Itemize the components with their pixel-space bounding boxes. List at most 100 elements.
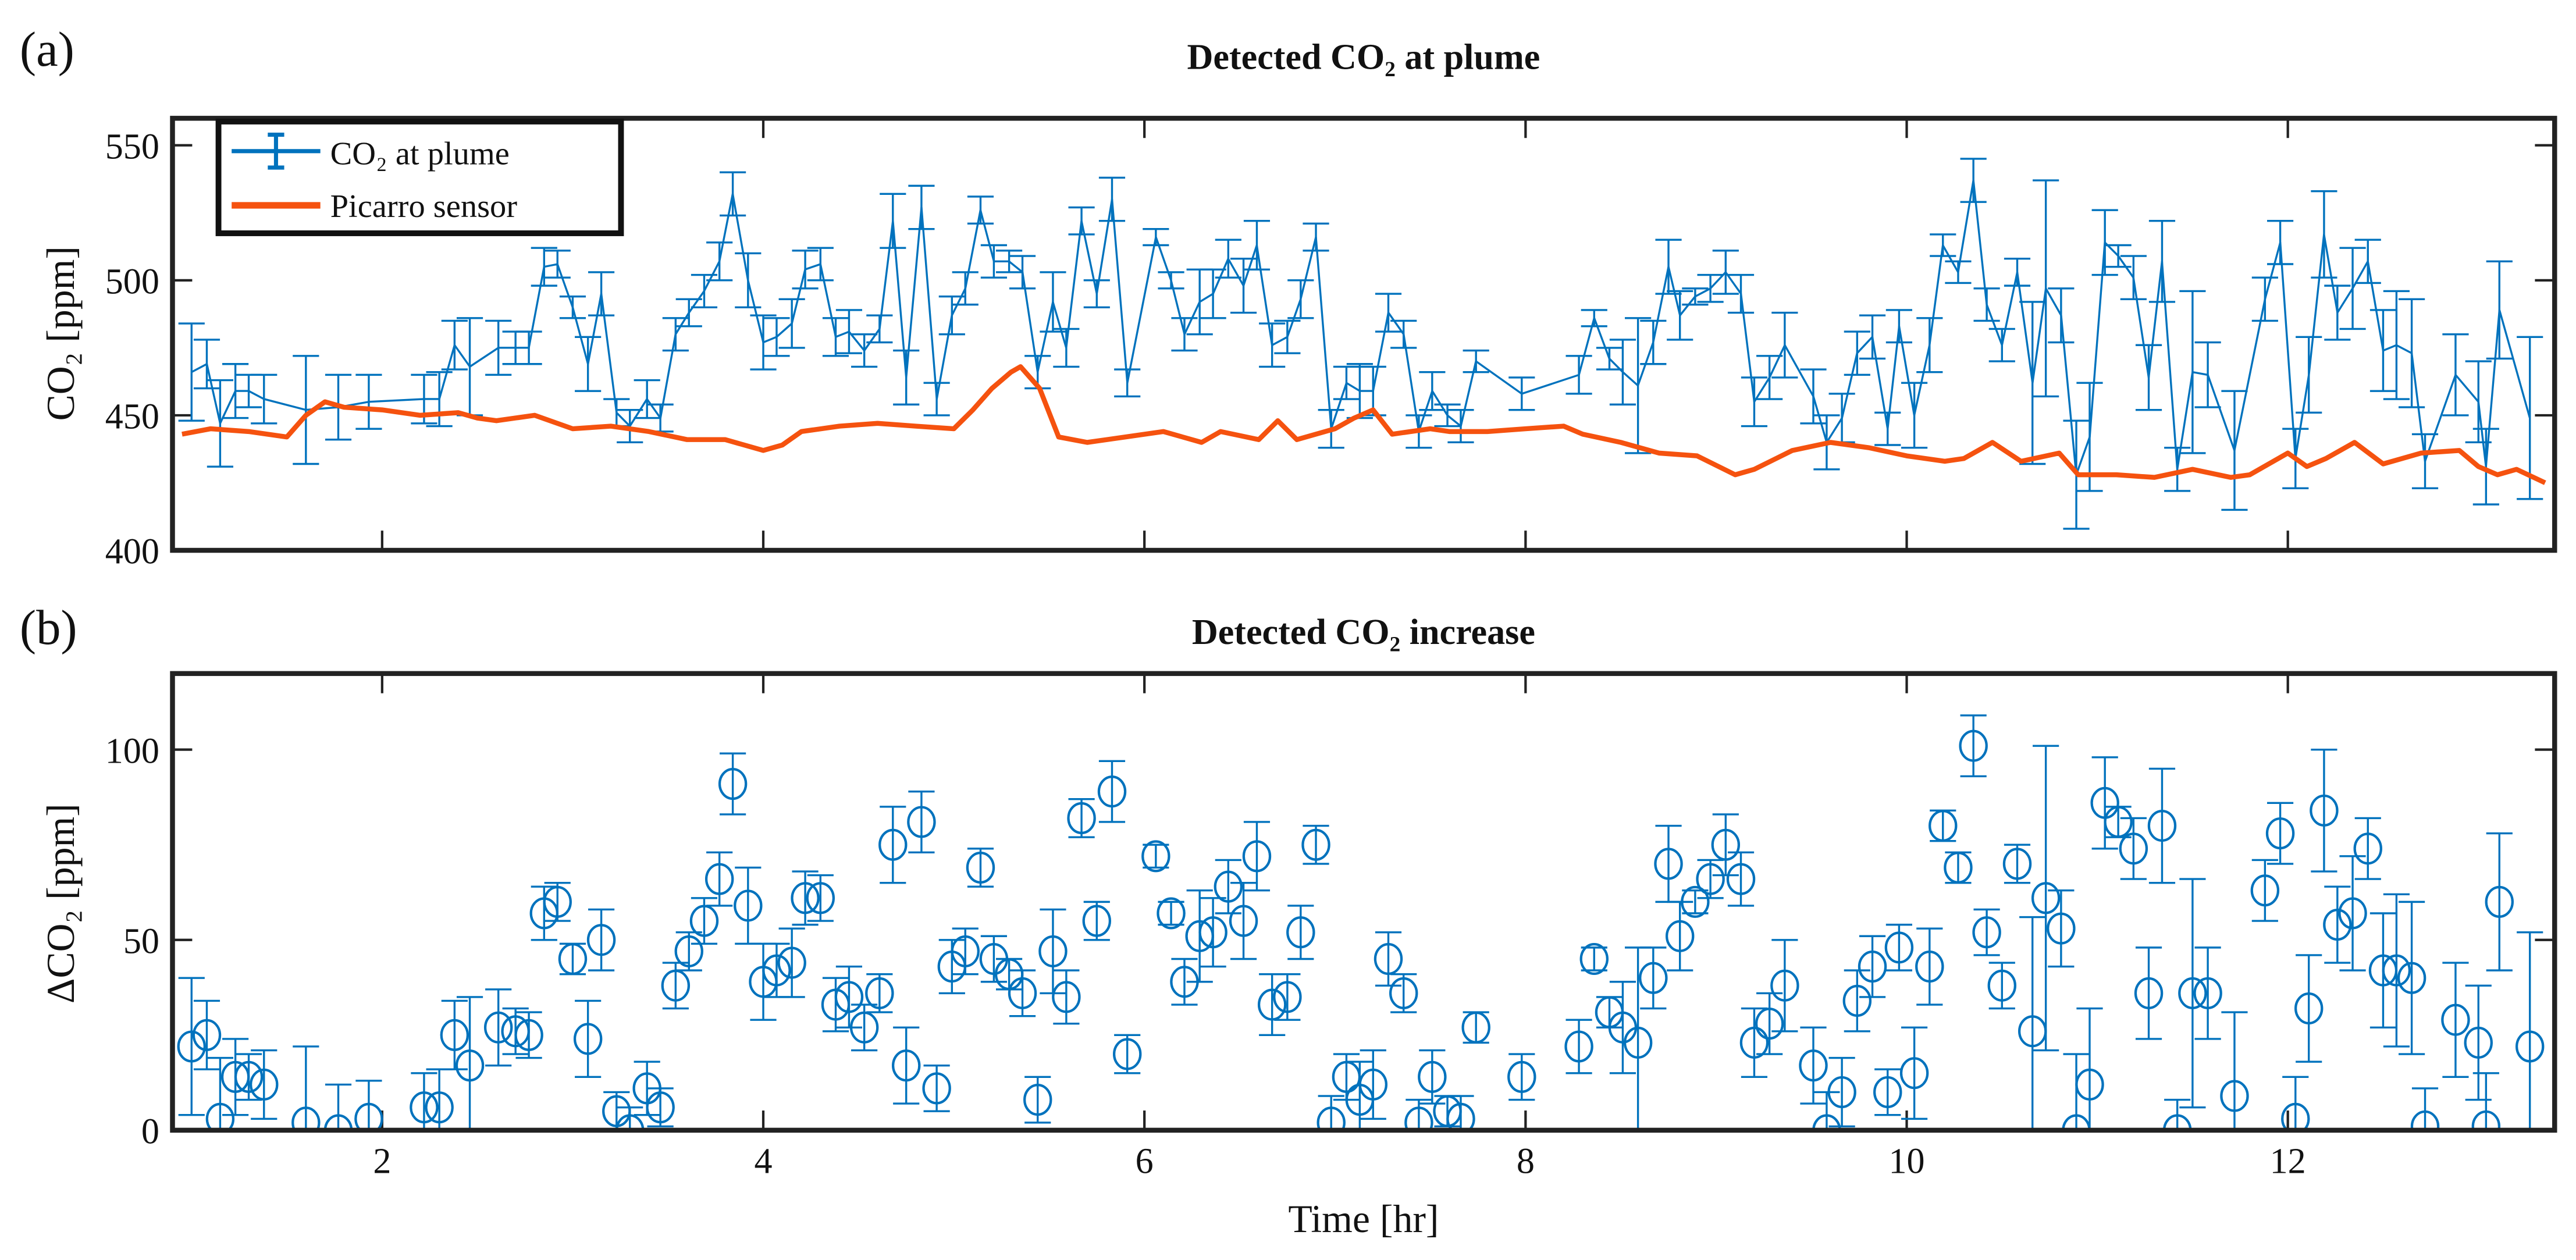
data-point xyxy=(1812,1114,1841,1130)
data-point xyxy=(734,889,763,922)
data-point xyxy=(291,1106,321,1130)
data-point xyxy=(1726,863,1756,895)
data-point xyxy=(922,1072,951,1105)
data-point xyxy=(1198,916,1227,949)
data-point xyxy=(1358,1068,1387,1101)
data-point xyxy=(2471,1110,2501,1130)
series-group-b xyxy=(177,714,2545,1130)
data-point xyxy=(1301,828,1330,861)
data-point xyxy=(1112,1038,1142,1070)
chart-title-a: Detected CO₂ at plume xyxy=(1187,38,1540,77)
legend-errorbar-icon xyxy=(232,133,321,170)
data-point xyxy=(2062,1114,2091,1130)
data-point xyxy=(777,946,806,979)
x-axis-label: Time [hr] xyxy=(1288,1197,1439,1241)
data-point xyxy=(2047,912,2076,945)
data-point xyxy=(2397,962,2426,994)
data-point xyxy=(2515,1030,2545,1063)
data-point xyxy=(1639,962,1668,994)
data-point xyxy=(1899,1057,1929,1090)
y-tick-label-b: 0 xyxy=(141,1112,159,1151)
data-point xyxy=(250,1068,279,1101)
data-point xyxy=(834,981,864,1013)
data-point xyxy=(2485,885,2514,918)
picarro-sensor-line xyxy=(182,364,2546,485)
data-point xyxy=(1929,809,1958,842)
x-tick-label: 6 xyxy=(1136,1141,1154,1181)
data-point xyxy=(1959,729,1988,762)
chart-title-b: Detected CO₂ increase xyxy=(1192,613,1535,652)
data-point xyxy=(2220,1080,2249,1112)
data-point xyxy=(674,935,703,967)
x-tick-label: 4 xyxy=(754,1141,772,1181)
data-point xyxy=(806,882,835,914)
data-point xyxy=(1374,942,1403,976)
data-point xyxy=(455,1049,485,1082)
data-point xyxy=(1229,905,1258,937)
data-point xyxy=(1389,977,1418,1009)
data-point xyxy=(1915,951,1944,983)
data-point xyxy=(2281,1102,2310,1130)
data-point xyxy=(951,935,980,967)
data-point xyxy=(762,954,791,987)
data-point xyxy=(1141,840,1170,873)
legend-entry-picarro: Picarro sensor xyxy=(330,188,518,225)
data-point xyxy=(1739,1026,1769,1059)
panel-label-a: (a) xyxy=(20,23,74,77)
data-point xyxy=(1418,1060,1447,1093)
y-tick-label-b: 50 xyxy=(123,921,159,961)
data-point xyxy=(1884,931,1914,964)
data-point xyxy=(1623,1026,1653,1059)
data-point xyxy=(1987,969,2017,1002)
data-point xyxy=(2323,909,2352,941)
data-point xyxy=(2353,832,2382,865)
data-point xyxy=(2134,977,2164,1009)
data-point xyxy=(661,969,691,1002)
plot-area-b: 2 4 6 8 10 12 0 50 100 xyxy=(105,673,2555,1181)
data-point xyxy=(1696,863,1725,895)
series-group-a xyxy=(178,158,2546,530)
data-point xyxy=(966,851,995,884)
data-point xyxy=(1082,905,1111,937)
y-tick-label-a: 500 xyxy=(105,262,159,301)
y-axis-label-a: CO₂ [ppm] xyxy=(39,246,83,421)
axes-frame-b xyxy=(170,671,2557,1133)
data-point xyxy=(1461,1011,1490,1044)
data-point xyxy=(483,1011,513,1044)
data-point xyxy=(2075,1068,2104,1101)
data-point xyxy=(705,863,734,895)
data-point xyxy=(1681,885,1710,918)
data-point xyxy=(1023,1084,1052,1116)
y-tick-label-b: 100 xyxy=(105,731,159,771)
data-point xyxy=(1858,951,1887,983)
x-tick-label: 10 xyxy=(1888,1141,1924,1181)
data-point xyxy=(2002,848,2032,880)
data-point xyxy=(586,924,616,956)
y-tick-label-a: 450 xyxy=(105,397,159,437)
data-point xyxy=(205,1102,235,1130)
data-point xyxy=(440,1019,469,1051)
data-point xyxy=(878,828,908,861)
data-point xyxy=(1038,935,1068,967)
data-point xyxy=(1257,988,1287,1021)
data-point xyxy=(646,1091,675,1124)
data-point xyxy=(1972,916,2001,949)
data-point xyxy=(865,977,894,1009)
data-point xyxy=(2119,832,2148,865)
legend-box xyxy=(215,119,624,236)
data-point xyxy=(1097,775,1127,808)
data-point xyxy=(1286,916,1315,949)
data-point xyxy=(2178,977,2207,1009)
data-point xyxy=(1944,851,1973,884)
data-point xyxy=(791,882,820,914)
data-point xyxy=(1214,870,1243,903)
data-point xyxy=(1564,1030,1593,1063)
data-point xyxy=(2294,992,2324,1025)
data-point xyxy=(558,942,588,976)
data-point xyxy=(1827,1076,1856,1109)
data-point xyxy=(1404,1106,1433,1130)
data-point xyxy=(1755,1008,1784,1040)
data-point xyxy=(2147,809,2177,842)
data-point xyxy=(1067,802,1096,834)
